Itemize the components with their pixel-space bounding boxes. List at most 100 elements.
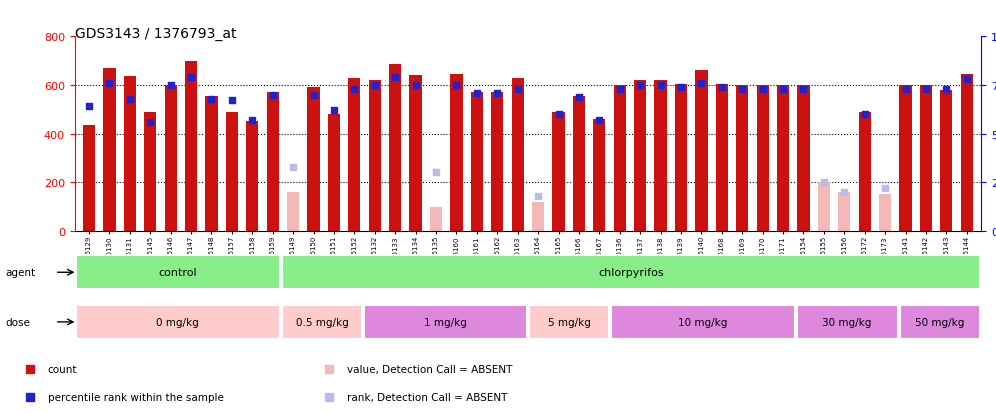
Bar	[654, 81, 666, 231]
Bar	[205, 97, 217, 231]
Point	[428, 170, 444, 176]
Bar	[471, 93, 483, 231]
Bar	[594, 120, 606, 231]
Point	[775, 86, 791, 93]
Bar	[553, 112, 565, 231]
Point	[81, 104, 97, 110]
Point	[224, 98, 240, 104]
Text: value, Detection Call = ABSENT: value, Detection Call = ABSENT	[347, 365, 512, 375]
Point	[959, 76, 975, 83]
Point	[306, 92, 322, 99]
Point	[551, 112, 567, 118]
Point	[183, 75, 199, 81]
Text: chlorpyrifos: chlorpyrifos	[598, 268, 663, 278]
Bar	[736, 86, 748, 231]
Bar	[450, 75, 462, 231]
Point	[489, 90, 505, 97]
Text: agent: agent	[5, 268, 35, 278]
Bar	[859, 112, 871, 231]
Bar	[634, 81, 646, 231]
Bar	[430, 207, 442, 231]
Point	[673, 84, 689, 91]
Text: 5 mg/kg: 5 mg/kg	[548, 317, 591, 327]
Bar	[961, 75, 973, 231]
Bar	[675, 85, 687, 231]
Point	[203, 96, 219, 102]
Bar	[491, 93, 503, 231]
Point	[448, 83, 464, 89]
Text: 10 mg/kg: 10 mg/kg	[678, 317, 728, 327]
Point	[714, 84, 730, 91]
Bar	[349, 78, 361, 231]
Bar	[920, 86, 932, 231]
Bar	[328, 115, 340, 231]
Text: GDS3143 / 1376793_at: GDS3143 / 1376793_at	[75, 27, 236, 41]
Point	[693, 81, 709, 87]
Point	[469, 90, 485, 97]
Bar	[940, 90, 952, 231]
Bar	[798, 86, 810, 231]
Bar	[226, 112, 238, 231]
Bar	[75, 231, 981, 280]
Point	[592, 117, 608, 124]
Bar	[512, 78, 524, 231]
Point	[796, 86, 812, 93]
Text: dose: dose	[5, 317, 30, 327]
Point	[612, 86, 627, 93]
Bar	[777, 86, 789, 231]
Point	[734, 86, 750, 93]
Point	[857, 112, 872, 118]
Point	[122, 96, 137, 102]
Point	[326, 108, 342, 114]
Bar	[287, 192, 299, 231]
Bar	[573, 97, 585, 231]
Point	[816, 179, 832, 186]
Text: count: count	[48, 365, 78, 375]
Point	[387, 75, 403, 81]
Text: percentile rank within the sample: percentile rank within the sample	[48, 392, 224, 402]
Bar	[124, 77, 135, 231]
Text: 30 mg/kg: 30 mg/kg	[823, 317, 872, 327]
Bar	[899, 86, 911, 231]
Point	[918, 86, 934, 93]
Point	[407, 83, 423, 89]
Bar	[83, 126, 95, 231]
Text: 0 mg/kg: 0 mg/kg	[156, 317, 199, 327]
Point	[877, 185, 893, 192]
Point	[755, 86, 771, 93]
Point	[347, 86, 363, 93]
Bar	[76, 306, 280, 339]
Text: 50 mg/kg: 50 mg/kg	[915, 317, 964, 327]
Text: rank, Detection Call = ABSENT: rank, Detection Call = ABSENT	[347, 392, 507, 402]
Point	[285, 164, 301, 171]
Point	[367, 83, 382, 89]
Bar	[282, 306, 363, 339]
Bar	[246, 122, 258, 231]
Bar	[757, 86, 769, 231]
Bar	[185, 62, 197, 231]
Point	[162, 83, 178, 89]
Bar	[409, 76, 421, 231]
Text: 0.5 mg/kg: 0.5 mg/kg	[296, 317, 349, 327]
Bar	[76, 256, 280, 289]
Bar	[879, 195, 891, 231]
Bar	[369, 81, 380, 231]
Point	[571, 94, 587, 101]
Point	[265, 92, 281, 99]
Bar	[282, 256, 980, 289]
Point	[897, 86, 913, 93]
Text: 1 mg/kg: 1 mg/kg	[424, 317, 467, 327]
Bar	[532, 202, 544, 231]
Bar	[695, 71, 707, 231]
Bar	[529, 306, 610, 339]
Bar	[612, 306, 795, 339]
Point	[102, 81, 118, 87]
Bar	[797, 306, 897, 339]
Bar	[267, 93, 279, 231]
Point	[510, 86, 526, 93]
Bar	[144, 112, 156, 231]
Bar	[818, 183, 830, 231]
Bar	[365, 306, 527, 339]
Point	[938, 86, 954, 93]
Point	[530, 193, 546, 199]
